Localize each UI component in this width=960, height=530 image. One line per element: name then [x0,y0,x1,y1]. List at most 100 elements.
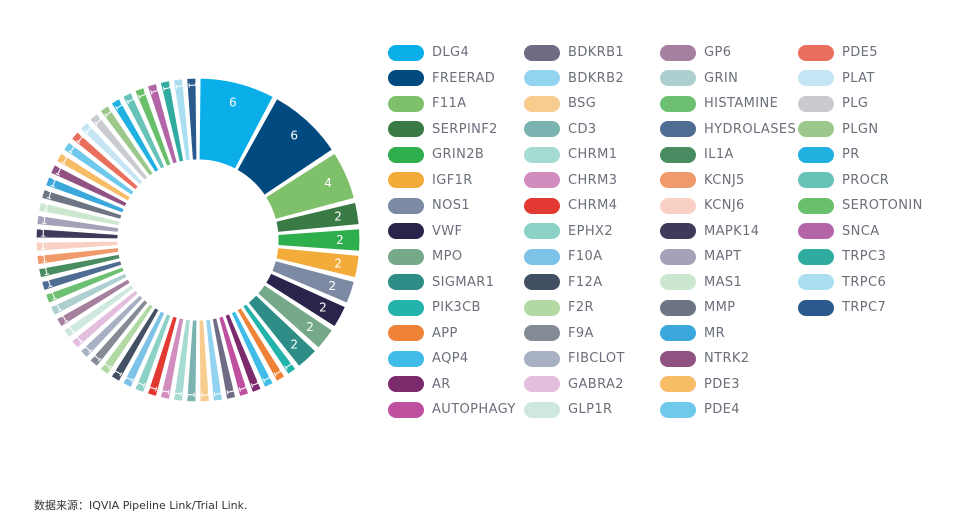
slice-value-label: 1 [147,87,160,97]
legend-swatch [524,376,560,393]
legend-label: BDKRB1 [568,45,625,61]
slice-value-label: 1 [42,202,51,215]
legend-label: FIBCLOT [568,351,625,367]
legend-item-ar: AR [388,372,524,398]
slice-fibclot [79,294,144,359]
slice-ephx2 [134,313,172,394]
slice-procr [122,91,166,170]
legend-item-ntrk2: NTRK2 [660,346,798,372]
slice-value-label: 1 [211,390,224,398]
slice-pr [110,97,160,174]
slice-mmp [40,188,123,221]
legend-label: IL1A [704,147,734,163]
legend-swatch [524,350,560,367]
legend-swatch [524,248,560,265]
legend-item-fibclot: FIBCLOT [524,346,660,372]
legend-item-pde4: PDE4 [660,397,798,423]
slice-value-label: 1 [53,301,64,315]
slice-value-label: 1 [172,82,185,90]
slice-value-label: 2 [334,210,342,224]
legend-item-autophagy: AUTOPHAGY [388,397,524,423]
legend-label: BDKRB2 [568,70,625,86]
legend-swatch [388,350,424,367]
legend-label: PROCR [842,172,890,188]
legend-item-chrm1: CHRM1 [524,142,660,168]
slice-igf1r [275,246,360,279]
legend-label: AR [432,376,451,392]
slice-value-label: 1 [45,278,55,291]
slice-value-label: 2 [336,233,344,247]
legend-item-dlg4: DLG4 [388,40,524,66]
legend-label: PDE5 [842,45,878,61]
slice-value-label: 2 [290,337,298,351]
legend-label: CHRM3 [568,172,618,188]
legend-swatch [660,95,696,112]
slice-value-label: 1 [59,154,71,168]
slice-mapk14 [35,227,119,240]
legend-item-app: APP [388,321,524,347]
legend-label: NTRK2 [704,351,750,367]
slice-value-label: 2 [306,320,314,334]
legend-item-mapt: MAPT [660,244,798,270]
slice-aqp4 [230,310,274,389]
legend-label: F12A [568,274,603,290]
slice-cd3 [185,319,198,403]
legend-item-plgn: PLGN [798,117,938,143]
slice-value-label: 1 [59,312,71,326]
legend-swatch [660,70,696,87]
legend-swatch [388,197,424,214]
legend-swatch [798,146,834,163]
slice-value-label: 2 [334,256,342,270]
legend-item-bdkrb1: BDKRB1 [524,40,660,66]
legend-label: DLG4 [432,45,470,61]
legend-swatch [524,274,560,291]
legend-label: GP6 [704,45,732,61]
legend-item-mapk14: MAPK14 [660,219,798,245]
legend-swatch [388,376,424,393]
legend-swatch [660,197,696,214]
legend-label: APP [432,325,458,341]
legend-swatch [388,146,424,163]
slice-il1a [37,253,121,279]
slice-pde4 [62,141,135,197]
slice-bdkrb2 [204,318,224,402]
legend-item-ephx2: EPHX2 [524,219,660,245]
legend-label: MAS1 [704,274,743,290]
slice-histamine [44,266,125,304]
legend-label: TRPC6 [842,274,887,290]
legend-item-trpc7: TRPC7 [798,295,938,321]
slice-trpc6 [172,78,192,162]
slice-app [236,306,286,383]
legend-label: MMP [704,300,736,316]
legend-swatch [524,401,560,418]
slice-ntrk2 [49,164,128,208]
legend-label: MR [704,325,726,341]
legend-item-f9a: F9A [524,321,660,347]
slice-gabra2 [70,289,140,349]
legend-item-trpc3: TRPC3 [798,244,938,270]
legend-label: TRPC7 [842,300,887,316]
legend-item-grin2b: GRIN2B [388,142,524,168]
legend-item-hydrolases: HYDROLASES [660,117,798,143]
legend-label: SNCA [842,223,880,239]
legend-label: IGF1R [432,172,473,188]
legend-label: CHRM4 [568,198,618,214]
legend-swatch [660,223,696,240]
legend-swatch [798,274,834,291]
legend-swatch [524,95,560,112]
slice-plg [89,112,149,182]
data-source-note: 数据来源：IQVIA Pipeline Link/Trial Link. [34,499,248,512]
legend-label: EPHX2 [568,223,614,239]
slice-bdkrb1 [211,317,237,401]
legend-label: AQP4 [432,351,469,367]
legend-label: MAPK14 [704,223,760,239]
legend-label: F10A [568,249,603,265]
slice-sigmar1 [247,294,317,368]
slice-value-label: 1 [40,214,48,227]
slice-value-label: 1 [48,177,59,191]
legend-item-f2r: F2R [524,295,660,321]
legend-item-pr: PR [798,142,938,168]
slice-value-label: 6 [229,95,237,109]
legend-label: PLAT [842,70,875,86]
